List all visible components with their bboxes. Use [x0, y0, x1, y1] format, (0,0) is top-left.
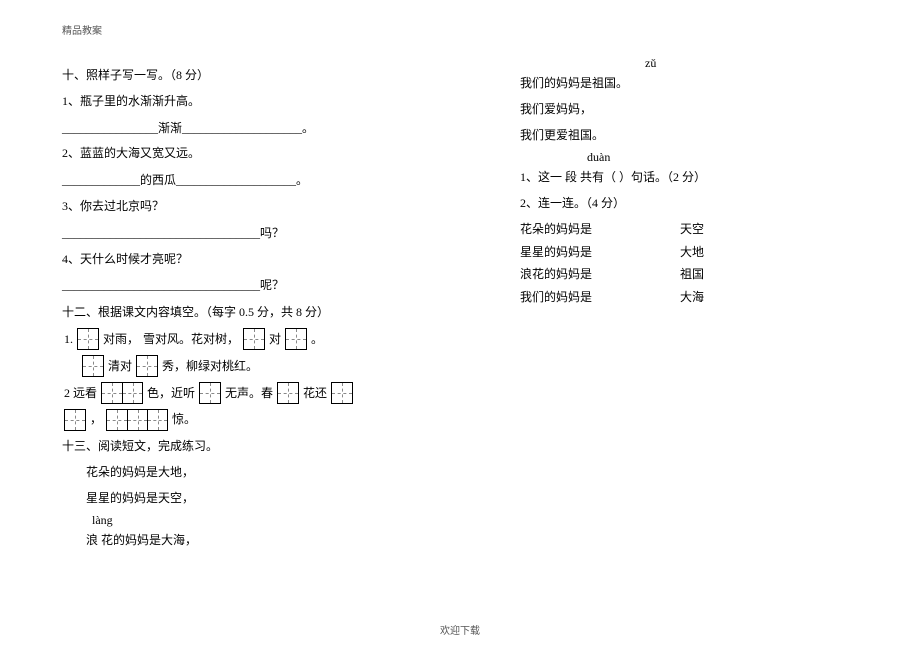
q3-text: 3、你去过北京吗？ [62, 195, 462, 218]
match-right: 祖国 [680, 263, 760, 286]
q2-blank: _____________的西瓜____________________。 [62, 169, 462, 192]
grid-box [199, 382, 221, 404]
q3-blank: _________________________________吗？ [62, 222, 462, 245]
r2-b: 秀，柳绿对桃红。 [162, 355, 258, 378]
grid-box [106, 409, 168, 431]
grid-box [285, 328, 307, 350]
section-10-title: 十、照样子写一写。（8 分） [62, 64, 462, 87]
grid-box [101, 382, 143, 404]
r1-b: 对雨， [103, 328, 139, 351]
poem-line-1: 花朵的妈妈是大地， [62, 461, 462, 484]
grid-box [77, 328, 99, 350]
q12-row-2: 清对 秀，柳绿对桃红。 [62, 355, 462, 378]
match-row: 花朵的妈妈是 天空 [520, 218, 880, 241]
match-row: 我们的妈妈是 大海 [520, 286, 880, 309]
grid-box [82, 355, 104, 377]
match-right: 大海 [680, 286, 760, 309]
r2-a: 清对 [108, 355, 132, 378]
r3-d: 花还 [303, 382, 327, 405]
grid-box [277, 382, 299, 404]
r-q1: 1、这一 段 共有（ ）句话。（2 分） [520, 166, 880, 189]
poem-line-6: 我们更爱祖国。 [520, 124, 880, 147]
r-q2: 2、连一连。（4 分） [520, 192, 880, 215]
right-column: zǔ 我们的妈妈是祖国。 我们爱妈妈， 我们更爱祖国。 duàn 1、这一 段 … [520, 56, 880, 309]
poem-line-5: 我们爱妈妈， [520, 98, 880, 121]
r1-a: 1. [64, 328, 73, 351]
page-footer: 欢迎下载 [0, 622, 920, 637]
grid-box [64, 409, 86, 431]
poem-line-3: 浪 花的妈妈是大海， [62, 529, 462, 552]
poem-line-2: 星星的妈妈是天空， [62, 487, 462, 510]
r3-c: 无声。春 [225, 382, 273, 405]
r1-c: 雪对风。花对树， [143, 328, 239, 351]
r3-b: 色，近听 [147, 382, 195, 405]
pinyin-duan: duàn [520, 150, 880, 164]
match-row: 星星的妈妈是 大地 [520, 241, 880, 264]
q1-text: 1、瓶子里的水渐渐升高。 [62, 90, 462, 113]
r4-b: 惊。 [172, 408, 196, 431]
grid-box [136, 355, 158, 377]
left-column: 十、照样子写一写。（8 分） 1、瓶子里的水渐渐升高。 ____________… [62, 60, 462, 555]
match-right: 天空 [680, 218, 760, 241]
page-header: 精品教案 [62, 22, 102, 37]
q4-text: 4、天什么时候才亮呢？ [62, 248, 462, 271]
q4-blank: _________________________________呢？ [62, 274, 462, 297]
q2-text: 2、蓝蓝的大海又宽又远。 [62, 142, 462, 165]
match-right: 大地 [680, 241, 760, 264]
poem-line-4: 我们的妈妈是祖国。 [520, 72, 880, 95]
grid-box [243, 328, 265, 350]
match-row: 浪花的妈妈是 祖国 [520, 263, 880, 286]
q12-row-4: ， 惊。 [62, 408, 462, 431]
q1-blank: ________________渐渐____________________。 [62, 117, 462, 140]
q12-row-1: 1. 对雨， 雪对风。花对树， 对 。 [62, 328, 462, 351]
grid-box [331, 382, 353, 404]
r1-e: 。 [311, 328, 323, 351]
pinyin-lang: làng [62, 513, 462, 527]
section-12-title: 十二、根据课文内容填空。（每字 0.5 分，共 8 分） [62, 301, 462, 324]
match-left: 花朵的妈妈是 [520, 218, 680, 241]
match-left: 浪花的妈妈是 [520, 263, 680, 286]
q12-row-3: 2 远看 色，近听 无声。春 花还 [62, 382, 462, 405]
match-left: 星星的妈妈是 [520, 241, 680, 264]
r1-d: 对 [269, 328, 281, 351]
pinyin-zu: zǔ [520, 56, 880, 70]
match-left: 我们的妈妈是 [520, 286, 680, 309]
r3-a: 2 远看 [64, 382, 97, 405]
r4-a: ， [90, 408, 102, 431]
section-13-title: 十三、阅读短文，完成练习。 [62, 435, 462, 458]
